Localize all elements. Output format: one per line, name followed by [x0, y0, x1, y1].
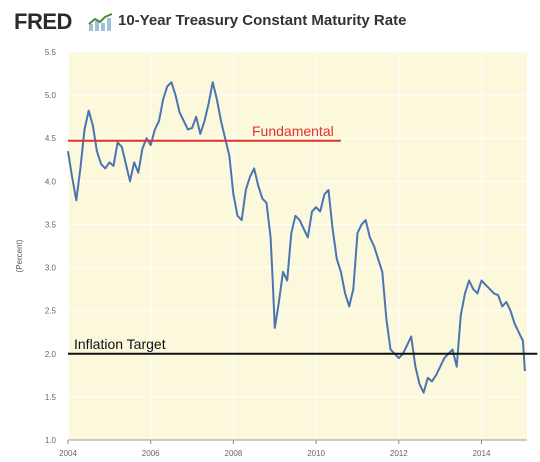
x-axis-ticks: 2004 2006 2008 2010 2012 2014: [59, 439, 527, 458]
y-tick-label: 3.0: [45, 264, 57, 273]
y-tick-label: 5.5: [45, 48, 57, 57]
y-tick-label: 1.5: [45, 393, 57, 402]
fundamental-label: Fundamental: [252, 123, 334, 139]
y-tick-label: 1.0: [45, 436, 57, 445]
x-tick-label: 2004: [59, 449, 77, 458]
y-axis-ticks: 1.0 1.5 2.0 2.5 3.0 3.5 4.0 4.5 5.0 5.5: [45, 48, 57, 445]
y-tick-label: 4.5: [45, 134, 57, 143]
chart-title: 10-Year Treasury Constant Maturity Rate: [118, 12, 407, 29]
y-tick-label: 4.0: [45, 177, 57, 186]
fred-logo: FRED: [14, 9, 72, 34]
grid-lines: [67, 51, 527, 441]
fred-logo-chart-icon: [88, 13, 113, 31]
y-tick-label: 5.0: [45, 91, 57, 100]
y-tick-label: 2.5: [45, 307, 57, 316]
y-axis-label: (Percent): [15, 239, 24, 272]
x-tick-label: 2008: [225, 449, 243, 458]
x-tick-label: 2012: [390, 449, 408, 458]
x-tick-label: 2010: [307, 449, 325, 458]
inflation-target-label: Inflation Target: [74, 336, 166, 352]
y-tick-label: 2.0: [45, 350, 57, 359]
plot-background: [68, 52, 527, 440]
annotation-layer: Fundamental Inflation Target: [68, 123, 538, 355]
x-tick-label: 2006: [142, 449, 160, 458]
x-tick-label: 2014: [473, 449, 491, 458]
chart-header: FRED 10-Year Treasury Constant Maturity …: [0, 0, 540, 40]
y-tick-label: 3.5: [45, 220, 57, 229]
